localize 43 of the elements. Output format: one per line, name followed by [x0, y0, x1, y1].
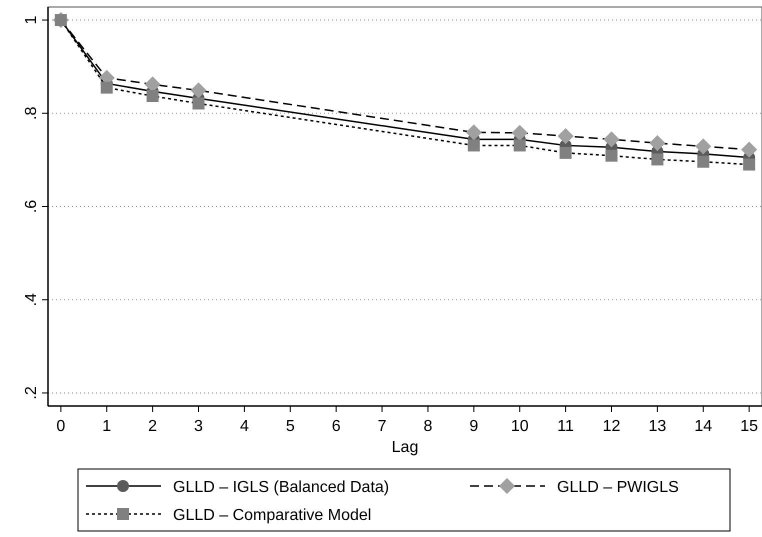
y-tick-label: .8	[23, 106, 40, 120]
point	[192, 97, 205, 110]
point	[146, 90, 159, 102]
point	[466, 124, 482, 140]
x-tick-label: 2	[148, 418, 158, 435]
y-tick-label: 1	[23, 16, 40, 25]
x-tick-label: 13	[648, 418, 666, 435]
point	[649, 135, 666, 152]
point	[603, 131, 620, 148]
y-tick-label: .6	[23, 200, 40, 214]
point	[605, 150, 618, 162]
legend-label: GLLD – Comparative Model	[173, 507, 372, 524]
point	[558, 128, 574, 144]
x-tick-label: 10	[510, 418, 529, 435]
x-tick-label: 1	[102, 418, 112, 435]
point	[697, 156, 710, 168]
x-tick-label: 12	[602, 418, 620, 435]
point	[190, 82, 207, 98]
x-tick-label: 15	[740, 418, 758, 435]
point	[514, 139, 526, 152]
x-tick-label: 14	[694, 418, 712, 435]
y-tick-label: .4	[23, 292, 40, 306]
x-tick-label: 8	[423, 418, 432, 435]
point	[100, 82, 113, 94]
point	[512, 124, 528, 141]
point	[741, 142, 758, 158]
point	[743, 158, 756, 171]
y-tick-label: .2	[23, 386, 40, 400]
x-tick-label: 6	[332, 418, 341, 435]
x-tick-label: 5	[286, 418, 295, 435]
point	[560, 146, 572, 159]
x-tick-label: 0	[56, 418, 66, 435]
x-tick-label: 3	[194, 418, 204, 435]
x-tick-label: 9	[469, 418, 478, 435]
point	[651, 153, 664, 166]
legend-label: GLLD – PWIGLS	[557, 479, 679, 496]
x-axis-title: Lag	[392, 439, 418, 456]
legend-label: GLLD – IGLS (Balanced Data)	[173, 479, 390, 496]
x-tick-label: 7	[378, 418, 387, 435]
x-tick-label: 4	[240, 418, 249, 435]
x-tick-label: 11	[557, 418, 574, 435]
point	[468, 139, 480, 152]
point	[695, 138, 712, 154]
